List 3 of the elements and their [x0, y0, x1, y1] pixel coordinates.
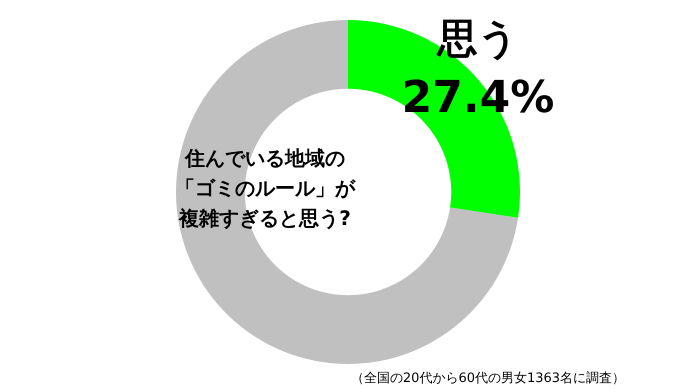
slice-label: 思う: [436, 16, 518, 62]
text: 住んでいる地域の「ゴミのルール」が複雑すぎると思う?: [175, 146, 356, 230]
text: （全国の20代から60代の男女1363名に調査）: [350, 371, 626, 386]
